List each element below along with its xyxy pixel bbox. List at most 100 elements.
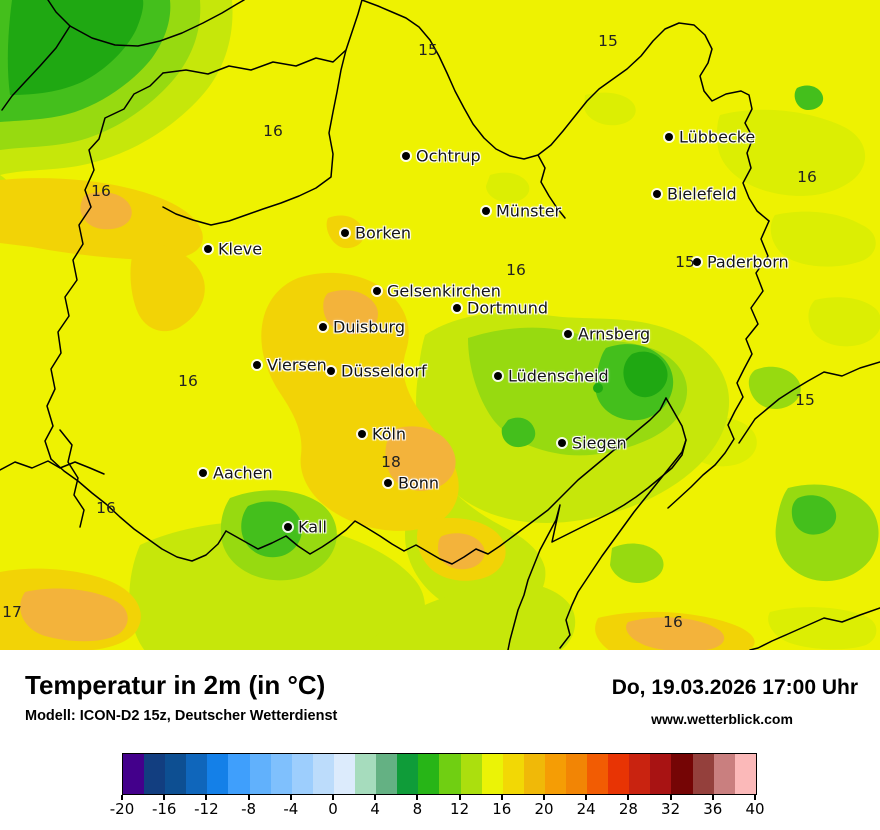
temperature-value-label: 16: [91, 182, 111, 200]
city-marker-dot: [373, 287, 381, 295]
map-footer: Temperatur in 2m (in °C) Do, 19.03.2026 …: [0, 650, 880, 830]
temperature-colorbar: [122, 753, 757, 795]
colorbar-tick-mark: [500, 795, 503, 800]
colorbar-tick-mark: [205, 795, 208, 800]
city-label: Siegen: [572, 433, 627, 453]
colorbar-segment: [123, 754, 145, 794]
colorbar-segment: [629, 754, 651, 794]
colorbar-tick-mark: [332, 795, 334, 800]
city-label: Dortmund: [467, 298, 548, 318]
colorbar-tick-label: -8: [241, 800, 257, 818]
temperature-value-label: 16: [263, 122, 283, 140]
city-label: Arnsberg: [578, 324, 651, 344]
city-marker-dot: [204, 245, 212, 253]
city-label: Lüdenscheid: [508, 366, 609, 386]
forecast-datetime: Do, 19.03.2026 17:00 Uhr: [611, 676, 858, 699]
colorbar-tick-mark: [374, 795, 377, 800]
colorbar-segment: [228, 754, 250, 794]
colorbar-tick-mark: [121, 795, 123, 800]
colorbar-segment: [481, 754, 503, 794]
city-marker-dot: [453, 304, 461, 312]
colorbar-segment: [608, 754, 630, 794]
city-marker-dot: [482, 207, 490, 215]
city-marker-dot: [327, 367, 335, 375]
city-marker-dot: [319, 323, 327, 331]
city-marker-dot: [341, 229, 349, 237]
colorbar-tick-mark: [247, 795, 250, 800]
city-label: Ochtrup: [416, 146, 481, 166]
colorbar-segment: [650, 754, 672, 794]
colorbar-tick-mark: [289, 795, 292, 800]
colorbar-segment: [144, 754, 166, 794]
temperature-map: Ochtrup Lübbecke Bielefeld Münster Borken Kle…: [0, 0, 880, 652]
city-label: Kleve: [218, 239, 263, 259]
colorbar-segment: [671, 754, 693, 794]
colorbar-tick-label: -20: [109, 800, 135, 818]
colorbar-tick-label: -4: [283, 800, 299, 818]
temperature-value-label: 18: [381, 453, 401, 471]
temperature-value-label: 16: [178, 372, 198, 390]
colorbar-tick-label: 24: [576, 800, 596, 818]
city-label: Borken: [355, 223, 412, 243]
city-marker-dot: [253, 361, 261, 369]
city-label: Münster: [496, 201, 562, 221]
colorbar-segment: [692, 754, 714, 794]
city-label: Bonn: [398, 473, 440, 493]
temperature-value-label: 15: [795, 391, 815, 409]
colorbar-tick-label: 8: [412, 800, 423, 818]
colorbar-segment: [333, 754, 356, 794]
colorbar-tick-label: 40: [745, 800, 765, 818]
colorbar-segment: [439, 754, 461, 794]
colorbar-tick-mark: [458, 795, 461, 800]
colorbar-segment: [713, 754, 735, 794]
colorbar-segment: [312, 754, 334, 794]
colorbar-tick-label: 12: [450, 800, 470, 818]
city-label: Köln: [372, 424, 407, 444]
city-label: Paderborn: [707, 252, 789, 272]
city-marker-dot: [494, 372, 502, 380]
colorbar-segment: [355, 754, 377, 794]
colorbar-segment: [186, 754, 208, 794]
city-label: Viersen: [267, 355, 327, 375]
temperature-value-label: 15: [675, 253, 695, 271]
colorbar-segment: [502, 754, 524, 794]
colorbar-tick-mark: [585, 795, 588, 800]
temperature-value-label: 17: [2, 603, 22, 621]
colorbar-segment: [418, 754, 440, 794]
colorbar-segment: [544, 754, 566, 794]
temperature-value-label: 16: [506, 261, 526, 279]
colorbar-tick-mark: [669, 795, 672, 800]
colorbar-tick-mark: [416, 795, 419, 800]
colorbar-tick-mark: [543, 795, 545, 800]
colorbar-segment: [270, 754, 292, 794]
city-marker-dot: [564, 330, 572, 338]
page-title: Temperatur in 2m (in °C): [25, 670, 326, 700]
city-marker-dot: [384, 479, 392, 487]
model-info: Modell: ICON-D2 15z, Deutscher Wetterdie…: [25, 708, 338, 724]
colorbar-tick-label: 4: [370, 800, 380, 818]
city-marker-dot: [665, 133, 673, 141]
city-label: Kall: [298, 517, 327, 537]
website-url: www.wetterblick.com: [651, 711, 793, 727]
colorbar-segment: [165, 754, 187, 794]
colorbar-segment: [249, 754, 271, 794]
colorbar-tick-label: -12: [194, 800, 219, 818]
temperature-value-label: 16: [96, 499, 116, 517]
colorbar-tick-mark: [163, 795, 166, 800]
colorbar-tick-label: 36: [703, 800, 723, 818]
colorbar-segment: [734, 754, 756, 794]
temperature-value-label: 15: [418, 41, 438, 59]
temperature-value-label: 15: [598, 32, 618, 50]
city-label: Lübbecke: [679, 127, 756, 147]
city-label: Gelsenkirchen: [387, 281, 501, 301]
colorbar-segment: [291, 754, 313, 794]
colorbar-segment: [397, 754, 419, 794]
colorbar-tick-label: 28: [618, 800, 638, 818]
city-label: Duisburg: [333, 317, 405, 337]
colorbar-segment: [460, 754, 482, 794]
city-label: Bielefeld: [667, 184, 737, 204]
colorbar-tick-mark: [627, 795, 630, 800]
city-marker-dot: [402, 152, 410, 160]
map-graphic: [0, 0, 880, 650]
